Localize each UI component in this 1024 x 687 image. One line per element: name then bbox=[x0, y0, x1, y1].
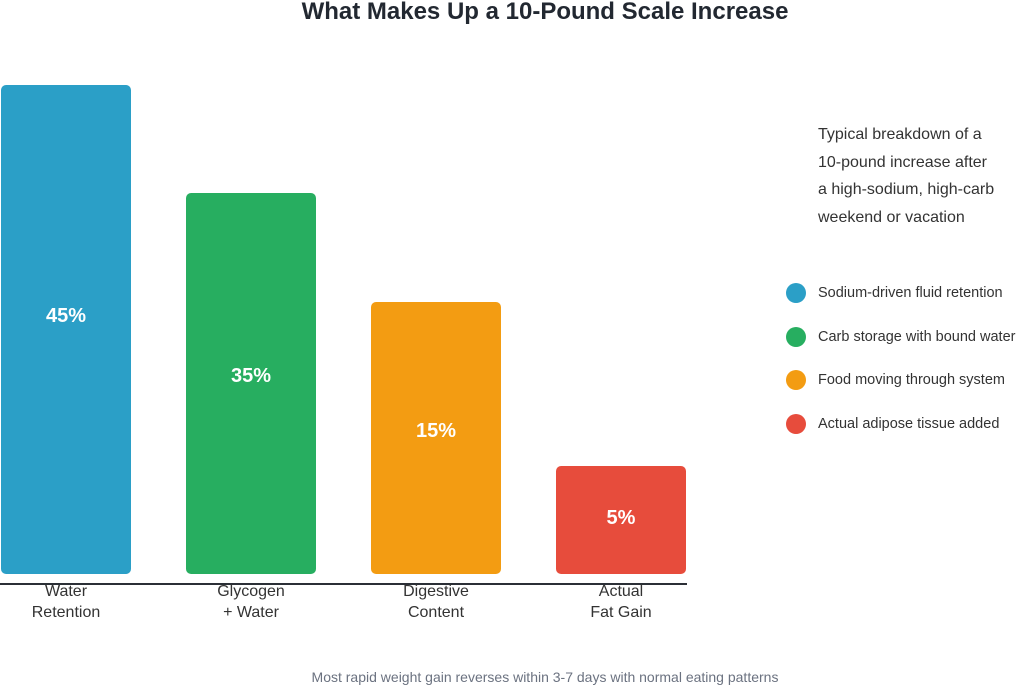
legend-item-adipose: Actual adipose tissue added bbox=[786, 414, 999, 434]
bar-water-retention: 45% bbox=[1, 85, 131, 574]
bar-value-label: 5% bbox=[606, 507, 636, 529]
x-tick-label-glycogen-water: Glycogen + Water bbox=[217, 583, 285, 621]
bar-glycogen-water: 35% bbox=[186, 193, 316, 574]
legend-dot-icon bbox=[786, 283, 806, 303]
chart-footer-note: Most rapid weight gain reverses within 3… bbox=[311, 669, 779, 685]
legend-item-sodium: Sodium-driven fluid retention bbox=[786, 283, 1003, 303]
legend-dot-icon bbox=[786, 370, 806, 390]
legend-dot-icon bbox=[786, 414, 806, 434]
bar-value-label: 35% bbox=[230, 365, 272, 387]
x-tick-label-water-retention: Water Retention bbox=[31, 583, 101, 621]
x-tick-label-digestive-content: Digestive Content bbox=[403, 583, 469, 621]
legend-dot-icon bbox=[786, 327, 806, 347]
legend-item-carb: Carb storage with bound water bbox=[786, 327, 1015, 347]
legend-item-food: Food moving through system bbox=[786, 370, 1005, 390]
chart-title: What Makes Up a 10-Pound Scale Increase bbox=[301, 0, 789, 25]
bar-actual-fat-gain: 5% bbox=[556, 466, 686, 574]
bar-value-label: 45% bbox=[45, 305, 87, 327]
bar-digestive-content: 15% bbox=[371, 302, 501, 574]
x-axis-line bbox=[0, 583, 687, 585]
chart-annotation: Typical breakdown of a 10-pound increase… bbox=[818, 126, 995, 226]
x-tick-label-actual-fat-gain: Actual Fat Gain bbox=[590, 583, 652, 621]
bar-value-label: 15% bbox=[415, 420, 457, 442]
